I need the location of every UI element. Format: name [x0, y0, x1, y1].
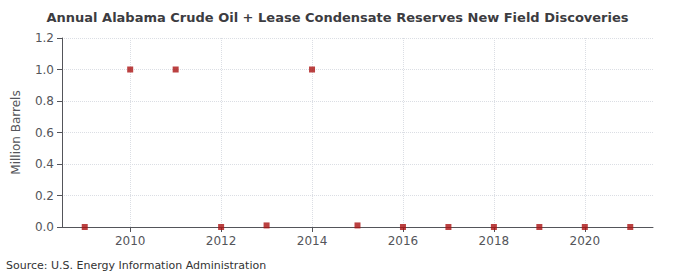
svg-text:Annual Alabama Crude Oil + Lea: Annual Alabama Crude Oil + Lease Condens… — [46, 10, 628, 25]
svg-text:2016: 2016 — [388, 234, 419, 248]
svg-text:0.8: 0.8 — [35, 94, 54, 108]
svg-text:2012: 2012 — [206, 234, 237, 248]
svg-text:1.0: 1.0 — [35, 63, 54, 77]
svg-text:Source: U.S. Energy Informatio: Source: U.S. Energy Information Administ… — [6, 259, 266, 272]
svg-text:0.0: 0.0 — [35, 220, 54, 234]
svg-text:2020: 2020 — [570, 234, 601, 248]
svg-text:0.4: 0.4 — [35, 157, 54, 171]
svg-text:2010: 2010 — [115, 234, 146, 248]
svg-text:1.2: 1.2 — [35, 31, 54, 45]
svg-text:0.6: 0.6 — [35, 126, 54, 140]
svg-text:2014: 2014 — [297, 234, 328, 248]
svg-text:2018: 2018 — [479, 234, 510, 248]
svg-text:Million Barrels: Million Barrels — [9, 90, 23, 174]
svg-text:0.2: 0.2 — [35, 189, 54, 203]
